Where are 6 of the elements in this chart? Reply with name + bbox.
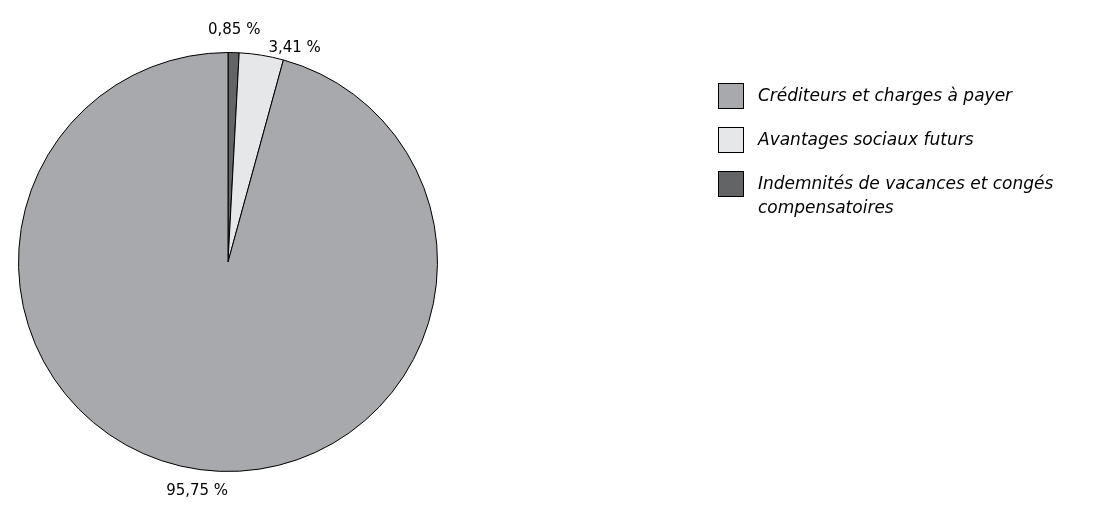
- legend-label: Créditeurs et charges à payer: [758, 84, 1013, 107]
- data-label: 3,41 %: [268, 38, 321, 57]
- legend-label: Avantages sociaux futurs: [758, 128, 974, 151]
- data-label: 0,85 %: [207, 20, 261, 39]
- legend-label: Indemnités de vacances et congés compensatoires: [758, 172, 1055, 219]
- data-label: 95,75 %: [166, 481, 229, 500]
